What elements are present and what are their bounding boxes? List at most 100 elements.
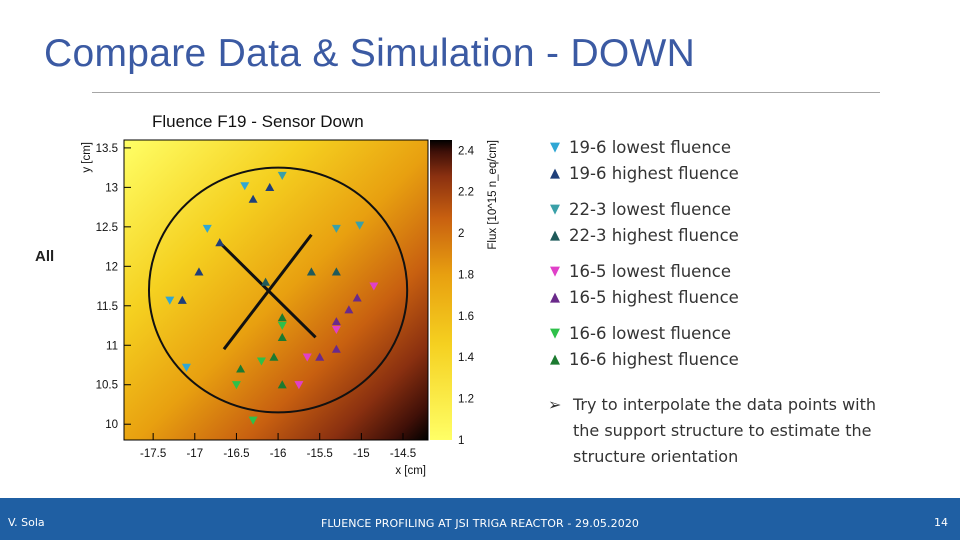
legend-entry: ▼ 22-3 lowest fluence [548, 196, 888, 222]
y-tick-label: 10 [105, 419, 118, 431]
colorbar-tick-label: 1 [458, 435, 464, 447]
legend-group: ▼ 19-6 lowest fluence ▲ 19-6 highest fluenc… [548, 134, 888, 186]
colorbar-tick-label: 1.4 [458, 352, 475, 364]
x-axis-label: x [cm] [395, 465, 426, 477]
data-point-marker [352, 293, 362, 302]
data-point-marker [165, 296, 175, 305]
data-point-marker [177, 295, 187, 304]
data-point-marker [236, 364, 246, 373]
colorbar-tick-label: 1.6 [458, 311, 474, 323]
colorbar-axis-label: Flux [10^15 n_eq/cm] [487, 140, 499, 250]
data-point-marker [277, 332, 287, 341]
legend-label: 16-5 lowest fluence [569, 261, 732, 281]
x-tick-label: -14.5 [390, 448, 416, 460]
series-legend: ▼ 19-6 lowest fluence ▲ 19-6 highest fluenc… [548, 134, 888, 382]
data-point-marker [277, 313, 287, 322]
slide-title: Compare Data & Simulation - DOWN [44, 32, 696, 75]
legend-group: ▼ 22-3 lowest fluence ▲ 22-3 highest fluenc… [548, 196, 888, 248]
data-point-marker [306, 267, 316, 276]
x-tick-label: -16.5 [223, 448, 249, 460]
data-point-marker [265, 182, 275, 191]
x-tick-label: -17.5 [140, 448, 166, 460]
data-point-marker [194, 267, 204, 276]
triangle-down-icon: ▼ [550, 325, 560, 341]
triangle-down-icon: ▼ [550, 201, 560, 217]
footer-title: FLUENCE PROFILING AT JSI TRIGA REACTOR -… [320, 517, 640, 530]
legend-entry: ▲ 16-5 highest fluence [548, 284, 888, 310]
triangle-up-icon: ▲ [550, 165, 560, 181]
triangle-up-icon: ▲ [550, 289, 560, 305]
note-bullet: ➢ Try to interpolate the data points wit… [548, 392, 898, 470]
data-point-marker [269, 352, 279, 361]
data-point-marker [215, 238, 225, 247]
legend-group: ▼ 16-5 lowest fluence ▲ 16-5 highest fluenc… [548, 258, 888, 310]
color-bar [430, 140, 452, 440]
data-point-marker [331, 224, 341, 233]
legend-label: 22-3 highest fluence [569, 225, 739, 245]
x-tick-label: -16 [270, 448, 287, 460]
legend-group: ▼ 16-6 lowest fluence ▲ 16-6 highest fluenc… [548, 320, 888, 372]
data-point-marker [277, 171, 287, 181]
legend-entry: ▲ 22-3 highest fluence [548, 222, 888, 248]
data-point-marker [256, 357, 266, 366]
data-point-marker [331, 325, 341, 334]
support-structure-line [222, 233, 313, 351]
y-tick-label: 11 [106, 340, 118, 352]
heatmap-area [124, 140, 428, 440]
side-label: All [35, 248, 55, 265]
data-point-marker [248, 416, 258, 425]
data-point-marker [331, 317, 341, 326]
title-divider [92, 92, 880, 93]
page-number: 14 [934, 516, 948, 529]
legend-label: 16-6 highest fluence [569, 349, 739, 369]
data-point-marker [302, 353, 312, 362]
data-point-marker [277, 321, 287, 331]
colorbar-tick-label: 1.8 [458, 269, 474, 281]
y-tick-label: 13 [105, 182, 118, 194]
x-tick-label: -17 [186, 448, 203, 460]
x-tick-label: -15.5 [307, 448, 333, 460]
note-text: Try to interpolate the data points with … [573, 395, 877, 466]
legend-label: 16-5 highest fluence [569, 287, 739, 307]
colorbar-tick-label: 2 [458, 228, 464, 240]
data-point-marker [231, 381, 241, 390]
data-point-marker [261, 277, 271, 286]
legend-label: 22-3 lowest fluence [569, 199, 732, 219]
sensor-circle [147, 166, 409, 414]
legend-label: 16-6 lowest fluence [569, 323, 732, 343]
y-tick-label: 12 [105, 261, 118, 273]
triangle-up-icon: ▲ [550, 227, 560, 243]
legend-entry: ▼ 16-6 lowest fluence [548, 320, 888, 346]
legend-entry: ▲ 16-6 highest fluence [548, 346, 888, 372]
colorbar-tick-label: 2.2 [458, 187, 474, 199]
footer-bar: V. Sola FLUENCE PROFILING AT JSI TRIGA R… [0, 498, 960, 540]
legend-entry: ▼ 16-5 lowest fluence [548, 258, 888, 284]
data-point-marker [277, 380, 287, 389]
triangle-down-icon: ▼ [550, 139, 560, 155]
colorbar-tick-label: 1.2 [458, 394, 474, 406]
colorbar-tick-label: 2.4 [458, 145, 475, 157]
y-tick-label: 12.5 [96, 222, 118, 234]
triangle-down-icon: ▼ [550, 263, 560, 279]
arrow-bullet-icon: ➢ [548, 395, 562, 414]
data-point-marker [181, 363, 191, 372]
data-point-marker [344, 305, 354, 314]
triangle-up-icon: ▲ [550, 351, 560, 367]
y-tick-label: 11.5 [96, 301, 118, 313]
legend-entry: ▼ 19-6 lowest fluence [548, 134, 888, 160]
data-point-marker [240, 182, 250, 191]
data-point-marker [331, 267, 341, 276]
y-axis-label: y [cm] [81, 142, 93, 173]
legend-label: 19-6 lowest fluence [569, 137, 732, 157]
legend-label: 19-6 highest fluence [569, 163, 739, 183]
y-tick-label: 13.5 [96, 143, 118, 155]
data-point-marker [315, 352, 325, 361]
plot-overlay [147, 166, 409, 425]
data-point-marker [331, 344, 341, 353]
plot-frame [123, 139, 429, 441]
data-point-marker [294, 381, 304, 390]
fluence-heatmap-chart: Fluence F19 - Sensor Down -17.5 -17 -16.5 -1… [81, 112, 499, 477]
footer-author: V. Sola [8, 516, 45, 529]
legend-entry: ▲ 19-6 highest fluence [548, 160, 888, 186]
data-point-marker [248, 194, 258, 203]
